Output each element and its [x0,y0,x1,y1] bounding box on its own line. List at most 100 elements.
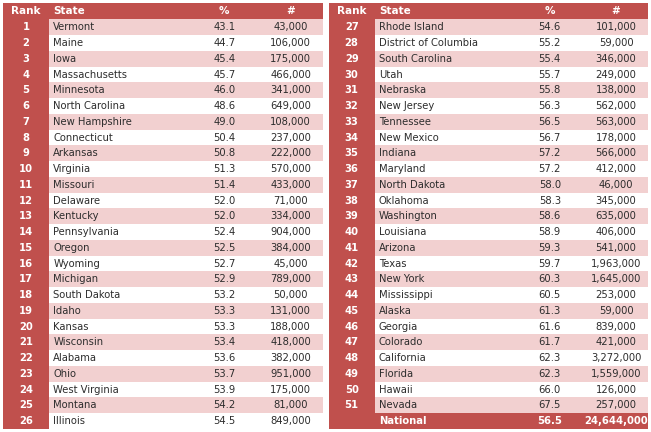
Bar [375,209,516,224]
Bar [516,83,584,98]
Bar [3,366,49,382]
Text: 138,000: 138,000 [596,85,637,95]
Text: 56.7: 56.7 [538,133,561,143]
Bar [258,319,322,334]
Text: Mississippi: Mississippi [379,290,432,300]
Text: 13: 13 [19,211,33,221]
Bar [49,334,190,350]
Bar [329,413,375,429]
Text: Idaho: Idaho [53,306,81,316]
Text: 52.0: 52.0 [213,211,236,221]
Bar [190,193,258,209]
Bar [516,397,584,413]
Text: 249,000: 249,000 [596,70,637,79]
Text: New York: New York [379,274,424,284]
Bar [329,83,375,98]
Bar [329,209,375,224]
Bar [584,67,648,83]
Text: 55.7: 55.7 [538,70,561,79]
Bar [375,114,516,130]
Bar [258,366,322,382]
Text: Pennsylvania: Pennsylvania [53,227,119,237]
Text: 45,000: 45,000 [273,259,308,269]
Text: 541,000: 541,000 [596,243,637,253]
Text: 62.3: 62.3 [538,353,561,363]
Text: 2: 2 [23,38,29,48]
Bar [3,130,49,146]
Text: 8: 8 [23,133,30,143]
Text: 53.9: 53.9 [213,384,236,394]
Bar [375,67,516,83]
Text: Michigan: Michigan [53,274,98,284]
Text: New Mexico: New Mexico [379,133,439,143]
Text: 59,000: 59,000 [599,38,633,48]
Text: 53.6: 53.6 [213,353,236,363]
Bar [584,240,648,256]
Text: 5: 5 [23,85,30,95]
Bar [258,83,322,98]
Bar [375,303,516,319]
Text: New Jersey: New Jersey [379,101,434,111]
Text: 101,000: 101,000 [596,22,637,32]
Text: 466,000: 466,000 [270,70,311,79]
Text: 562,000: 562,000 [596,101,637,111]
Bar [329,114,375,130]
Text: 29: 29 [345,54,359,64]
Text: 52.7: 52.7 [213,259,236,269]
Bar [584,334,648,350]
Text: 54.2: 54.2 [213,400,236,410]
Text: Connecticut: Connecticut [53,133,113,143]
Bar [329,382,375,397]
Text: 951,000: 951,000 [270,369,311,379]
Text: 33: 33 [345,117,359,127]
Text: 53.2: 53.2 [213,290,236,300]
Text: 58.0: 58.0 [538,180,561,190]
Text: 55.8: 55.8 [538,85,561,95]
Bar [190,98,258,114]
Text: 839,000: 839,000 [596,321,637,332]
Text: 17: 17 [19,274,33,284]
Text: Georgia: Georgia [379,321,418,332]
Text: %: % [544,6,555,16]
Bar [3,397,49,413]
Bar [375,193,516,209]
Text: 566,000: 566,000 [596,148,637,158]
Text: 345,000: 345,000 [596,196,637,206]
Bar [516,130,584,146]
Bar [375,334,516,350]
Text: 23: 23 [20,369,33,379]
Bar [375,161,516,177]
Bar [258,3,322,19]
Bar [3,51,49,67]
Bar [516,350,584,366]
Bar [258,67,322,83]
Bar [3,287,49,303]
Bar [49,382,190,397]
Text: 31: 31 [344,85,359,95]
Bar [3,67,49,83]
Bar [258,19,322,35]
Text: Washington: Washington [379,211,437,221]
Text: 54.6: 54.6 [538,22,561,32]
Text: 257,000: 257,000 [596,400,637,410]
Text: 61.6: 61.6 [538,321,561,332]
Text: 50: 50 [345,384,359,394]
Text: 52.5: 52.5 [213,243,236,253]
Text: 10: 10 [19,164,33,174]
Text: Wisconsin: Wisconsin [53,337,104,347]
Bar [329,130,375,146]
Text: Alaska: Alaska [379,306,411,316]
Text: 384,000: 384,000 [270,243,311,253]
Text: 62.3: 62.3 [538,369,561,379]
Text: 15: 15 [19,243,33,253]
Bar [329,240,375,256]
Bar [190,51,258,67]
Bar [375,350,516,366]
Bar [190,382,258,397]
Text: 4: 4 [23,70,30,79]
Bar [329,51,375,67]
Bar [49,287,190,303]
Text: 14: 14 [19,227,33,237]
Text: Vermont: Vermont [53,22,96,32]
Bar [3,224,49,240]
